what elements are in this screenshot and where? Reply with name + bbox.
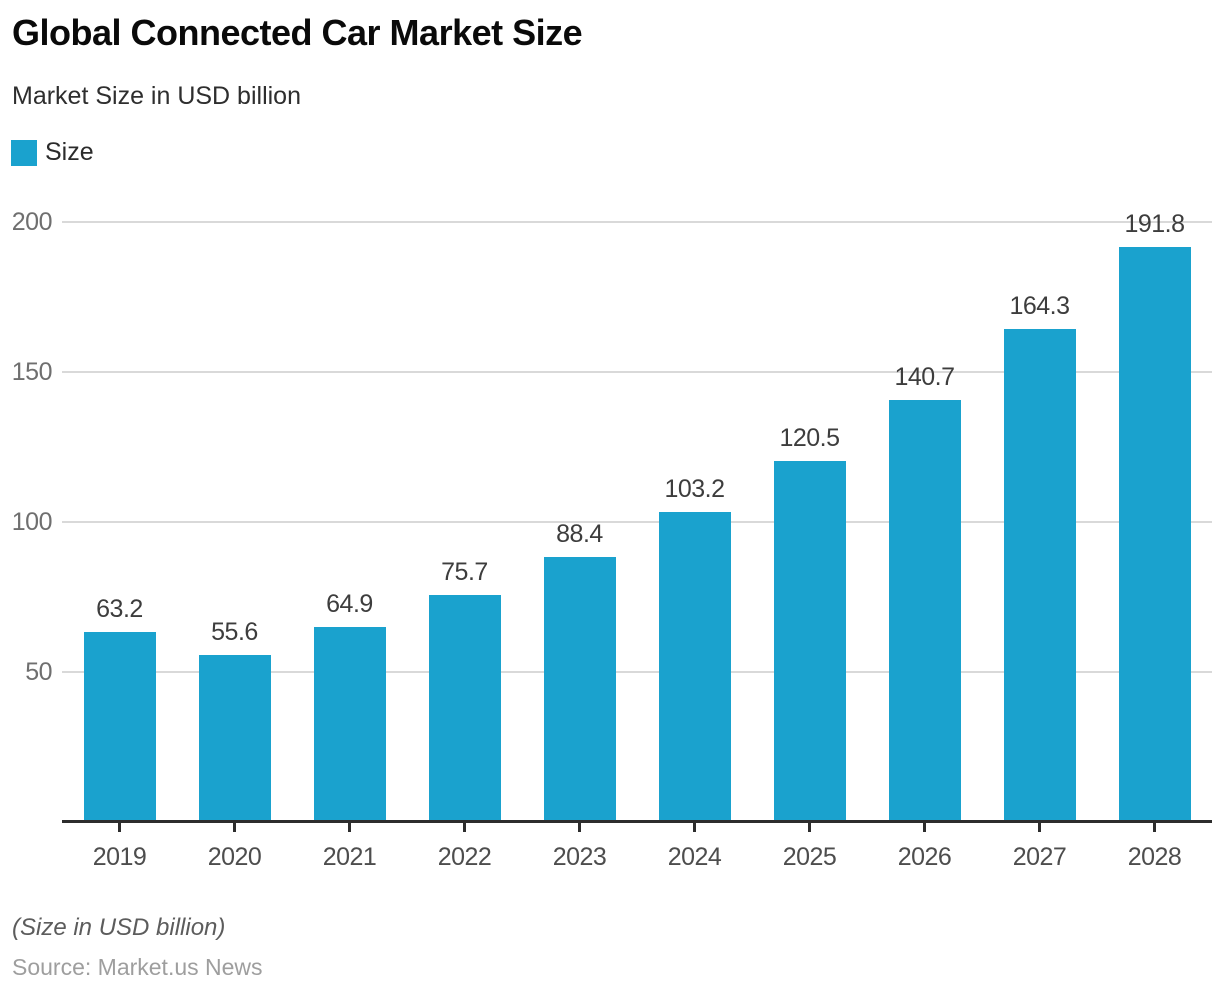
x-axis-tick (233, 823, 236, 832)
x-axis-tick (1153, 823, 1156, 832)
x-axis-tick (693, 823, 696, 832)
footer-source: Source: Market.us News (12, 954, 263, 980)
bar-2028 (1118, 246, 1191, 822)
footer-note: (Size in USD billion) (12, 914, 226, 941)
x-axis-line (62, 820, 1212, 823)
x-axis-tick (1038, 823, 1041, 832)
chart-title: Global Connected Car Market Size (12, 12, 583, 53)
value-label-2027: 164.3 (1009, 292, 1070, 321)
x-axis-tick (118, 823, 121, 832)
legend-swatch-icon (11, 139, 37, 166)
value-label-2023: 88.4 (556, 519, 603, 548)
bar-2021 (313, 627, 386, 822)
y-axis-tick-label: 200 (11, 208, 53, 236)
x-axis-label-2022: 2022 (437, 843, 492, 871)
value-label-2028: 191.8 (1124, 209, 1185, 238)
legend: Size (11, 138, 94, 167)
value-label-2019: 63.2 (96, 595, 143, 624)
x-axis-label-2020: 2020 (207, 843, 262, 871)
value-label-2020: 55.6 (211, 618, 258, 647)
bar-2019 (83, 632, 156, 822)
x-axis-label-2027: 2027 (1012, 843, 1067, 871)
x-axis-tick (578, 823, 581, 832)
x-axis-label-2023: 2023 (552, 843, 607, 871)
value-label-2022: 75.7 (441, 557, 488, 586)
bar-2027 (1003, 329, 1076, 822)
x-axis-tick (463, 823, 466, 832)
x-axis-label-2019: 2019 (92, 843, 147, 871)
x-axis-tick (808, 823, 811, 832)
value-label-2025: 120.5 (779, 423, 840, 452)
x-axis-label-2025: 2025 (782, 843, 837, 871)
y-axis-tick-label: 50 (25, 658, 52, 686)
y-axis-tick-label: 100 (11, 508, 53, 536)
bar-2022 (428, 594, 501, 822)
y-axis-tick-label: 150 (11, 358, 53, 386)
gridline-150 (62, 371, 1212, 373)
bar-2023 (543, 556, 616, 822)
bar-2020 (198, 655, 271, 822)
x-axis-tick (923, 823, 926, 832)
x-axis-tick (348, 823, 351, 832)
x-axis-label-2026: 2026 (897, 843, 952, 871)
value-label-2021: 64.9 (326, 590, 373, 619)
bar-2026 (888, 399, 961, 822)
value-label-2026: 140.7 (894, 362, 955, 391)
x-axis-label-2021: 2021 (322, 843, 377, 871)
gridline-200 (62, 221, 1212, 223)
gridline-100 (62, 521, 1212, 523)
chart-subtitle: Market Size in USD billion (12, 82, 301, 110)
bar-2025 (773, 460, 846, 822)
value-label-2024: 103.2 (664, 475, 725, 504)
x-axis-label-2024: 2024 (667, 843, 722, 871)
x-axis-label-2028: 2028 (1127, 843, 1182, 871)
gridline-50 (62, 671, 1212, 673)
legend-label: Size (45, 138, 94, 166)
bar-2024 (658, 512, 731, 822)
